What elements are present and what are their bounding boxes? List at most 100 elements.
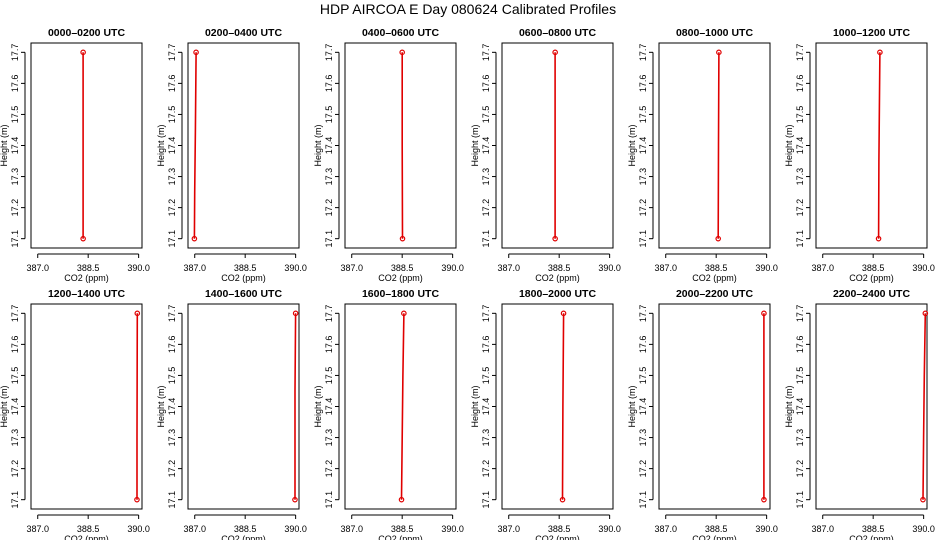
x-tick-label: 388.5 — [548, 263, 571, 273]
profile-line — [717, 52, 720, 239]
y-axis-label: Height (m) — [0, 124, 9, 166]
y-tick-label: 17.4 — [795, 137, 805, 155]
y-tick-label: 17.2 — [795, 199, 805, 217]
y-tick-label: 17.7 — [481, 44, 491, 62]
plot-frame — [187, 42, 300, 249]
x-axis-label: CO2 (ppm) — [378, 273, 423, 283]
y-tick-label: 17.3 — [324, 429, 334, 447]
chart-title: 1000–1200 UTC — [833, 27, 910, 39]
data-point — [761, 496, 767, 503]
data-point — [292, 310, 299, 317]
y-tick-label: 17.7 — [324, 44, 334, 62]
y-tick-label: 17.4 — [324, 398, 334, 416]
x-tick-label: 390.0 — [755, 524, 778, 534]
chart-panel: 2000–2200 UTC 17.1 17.2 17.3 17.4 17.5 17.6 17.… — [627, 288, 778, 540]
y-tick-label: 17.2 — [638, 460, 648, 478]
y-tick-label: 17.6 — [167, 336, 177, 354]
profile-line — [400, 313, 405, 500]
plot-frame — [344, 42, 457, 249]
y-tick-label: 17.1 — [10, 230, 20, 248]
x-tick-label: 387.0 — [26, 263, 49, 273]
y-tick-label: 17.7 — [10, 44, 20, 62]
y-tick-label: 17.3 — [638, 429, 648, 447]
x-tick-label: 390.0 — [127, 263, 150, 273]
data-point — [920, 496, 926, 503]
x-axis-label: CO2 (ppm) — [692, 273, 737, 283]
data-point — [559, 496, 566, 503]
data-point — [80, 49, 86, 56]
y-tick-label: 17.5 — [167, 106, 177, 124]
y-tick-label: 17.7 — [638, 44, 648, 62]
y-tick-label: 17.3 — [795, 168, 805, 186]
y-tick-label: 17.4 — [167, 398, 177, 416]
x-axis-label: CO2 (ppm) — [64, 534, 109, 540]
x-tick-label: 387.0 — [340, 524, 363, 534]
y-tick-label: 17.4 — [481, 137, 491, 155]
x-axis-label: CO2 (ppm) — [849, 534, 894, 540]
y-tick-label: 17.2 — [10, 460, 20, 478]
data-point — [399, 235, 406, 242]
x-axis-label: CO2 (ppm) — [535, 534, 580, 540]
page-title: HDP AIRCOA E Day 080624 Calibrated Profi… — [319, 1, 617, 17]
y-tick-label: 17.5 — [167, 367, 177, 385]
y-tick-label: 17.6 — [10, 336, 20, 354]
plot-frame — [658, 42, 771, 249]
y-axis-label: Height (m) — [313, 385, 323, 427]
y-tick-label: 17.7 — [795, 305, 805, 323]
y-tick-label: 17.1 — [638, 491, 648, 509]
x-tick-label: 388.5 — [77, 263, 100, 273]
data-point — [875, 235, 882, 242]
profile-line — [561, 313, 565, 500]
y-axis-label: Height (m) — [156, 385, 166, 427]
y-tick-label: 17.6 — [638, 336, 648, 354]
x-tick-label: 388.5 — [77, 524, 100, 534]
y-tick-label: 17.1 — [324, 230, 334, 248]
y-tick-label: 17.2 — [481, 199, 491, 217]
y-tick-label: 17.2 — [10, 199, 20, 217]
data-point — [715, 235, 722, 242]
x-tick-label: 387.0 — [497, 263, 520, 273]
x-tick-label: 387.0 — [497, 524, 520, 534]
x-tick-label: 387.0 — [654, 524, 677, 534]
y-tick-label: 17.1 — [324, 491, 334, 509]
y-tick-label: 17.5 — [324, 106, 334, 124]
x-axis-label: CO2 (ppm) — [849, 273, 894, 283]
chart-panel: 2200–2400 UTC 17.1 17.2 17.3 17.4 17.5 17.6 17.… — [784, 288, 935, 540]
y-tick-label: 17.1 — [638, 230, 648, 248]
profile-line — [294, 313, 297, 500]
y-tick-label: 17.4 — [167, 137, 177, 155]
y-tick-label: 17.2 — [481, 460, 491, 478]
data-point — [193, 49, 199, 56]
data-point — [877, 49, 883, 56]
y-tick-label: 17.6 — [481, 75, 491, 93]
y-tick-label: 17.3 — [481, 429, 491, 447]
x-axis-label: CO2 (ppm) — [221, 273, 266, 283]
y-tick-label: 17.4 — [481, 398, 491, 416]
y-tick-label: 17.6 — [795, 336, 805, 354]
y-tick-label: 17.2 — [324, 199, 334, 217]
y-axis-label: Height (m) — [313, 124, 323, 166]
x-tick-label: 390.0 — [755, 263, 778, 273]
x-tick-label: 388.5 — [705, 263, 728, 273]
y-tick-label: 17.1 — [481, 491, 491, 509]
chart-panel: 1800–2000 UTC 17.1 17.2 17.3 17.4 17.5 17.6 17.… — [470, 288, 621, 540]
x-tick-label: 387.0 — [183, 263, 206, 273]
y-tick-label: 17.3 — [10, 168, 20, 186]
x-tick-label: 387.0 — [340, 263, 363, 273]
y-tick-label: 17.5 — [638, 106, 648, 124]
y-axis-label: Height (m) — [784, 124, 794, 166]
x-tick-label: 390.0 — [441, 263, 464, 273]
y-tick-label: 17.1 — [795, 491, 805, 509]
x-tick-label: 388.5 — [234, 524, 257, 534]
y-tick-label: 17.5 — [795, 106, 805, 124]
x-tick-label: 390.0 — [598, 524, 621, 534]
x-axis-label: CO2 (ppm) — [64, 273, 109, 283]
x-axis-label: CO2 (ppm) — [692, 534, 737, 540]
y-tick-label: 17.5 — [795, 367, 805, 385]
y-tick-label: 17.6 — [324, 75, 334, 93]
x-tick-label: 388.5 — [862, 524, 885, 534]
y-tick-label: 17.2 — [795, 460, 805, 478]
plot-frame — [501, 303, 614, 510]
x-tick-label: 390.0 — [912, 524, 935, 534]
